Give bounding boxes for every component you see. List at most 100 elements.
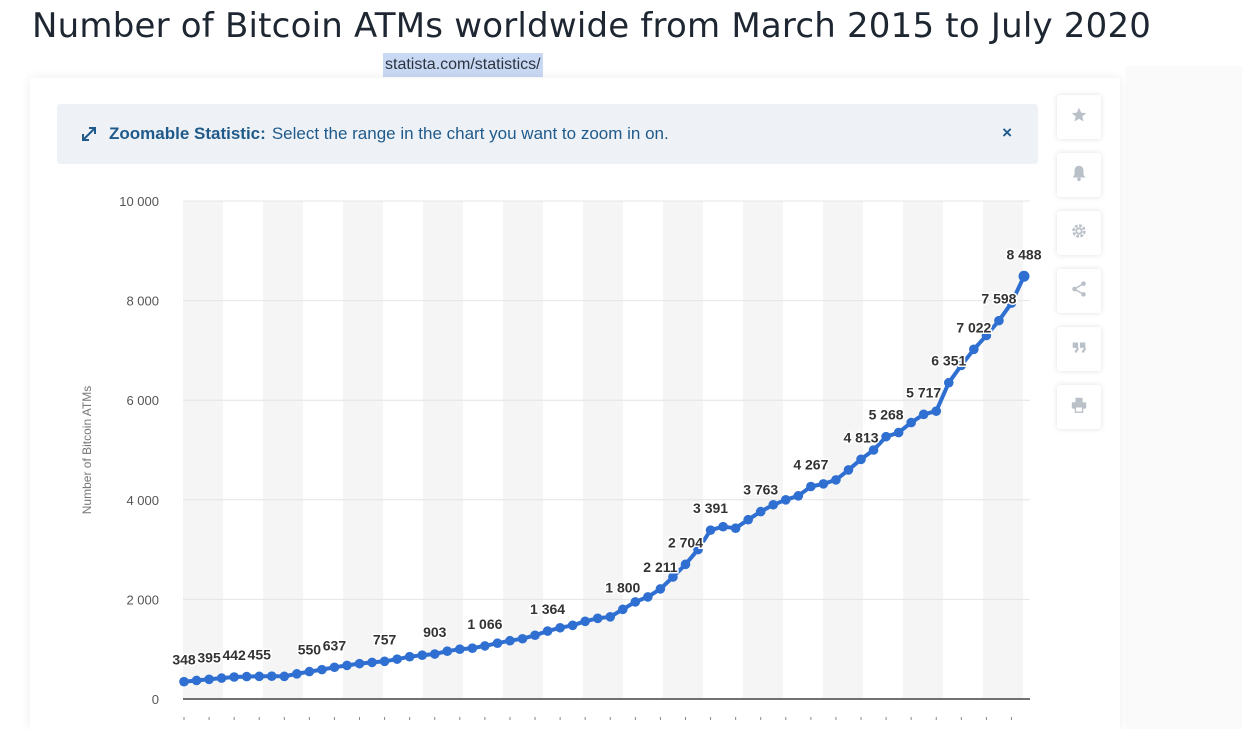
data-point (367, 657, 377, 668)
gear-icon (1070, 222, 1088, 245)
data-point (567, 620, 578, 631)
data-label: 455 (248, 646, 272, 662)
data-point (592, 613, 603, 624)
data-point (730, 523, 741, 533)
data-point (755, 506, 766, 517)
share-button[interactable] (1057, 269, 1101, 313)
data-point (680, 559, 691, 570)
data-label: 7 598 (981, 291, 1016, 307)
data-point (492, 638, 503, 649)
data-label: 2 211 (643, 559, 677, 575)
data-label: 2 704 (668, 534, 703, 550)
data-point (743, 514, 753, 525)
background-strip (1126, 66, 1242, 729)
data-label: 442 (222, 647, 246, 663)
data-point (956, 360, 967, 371)
data-label: 4 813 (843, 429, 878, 445)
data-label: 1 364 (530, 601, 565, 617)
data-point (893, 427, 904, 438)
data-point (831, 475, 841, 485)
data-label: 1 800 (605, 579, 640, 595)
data-label: 7 022 (956, 319, 991, 335)
page-title: Number of Bitcoin ATMs worldwide from Ma… (32, 6, 1152, 46)
chart-band (663, 201, 703, 699)
zoom-banner: Zoomable Statistic: Select the range in … (57, 104, 1038, 164)
data-point (718, 521, 728, 532)
y-axis-title: Number of Bitcoin ATMs (80, 386, 94, 514)
data-point (292, 669, 302, 679)
chart-band (583, 201, 623, 699)
data-point (655, 584, 666, 594)
data-point (304, 666, 315, 677)
data-point (1006, 298, 1017, 308)
data-point (806, 481, 816, 492)
data-point (580, 616, 590, 627)
close-banner-button[interactable]: × (1002, 123, 1012, 142)
data-point (229, 672, 239, 682)
data-point (843, 465, 854, 475)
data-point (1018, 270, 1030, 282)
data-point (216, 673, 227, 683)
print-button[interactable] (1057, 385, 1101, 429)
data-point (266, 671, 277, 681)
data-label: 550 (298, 642, 322, 658)
data-label: 8 488 (1006, 246, 1041, 262)
chart-band (503, 201, 543, 699)
data-point (943, 377, 954, 388)
data-label: 3 763 (743, 482, 778, 498)
y-tick-label: 4 000 (126, 493, 159, 508)
zoom-banner-text: Select the range in the chart you want t… (271, 124, 669, 143)
data-label: 757 (373, 631, 397, 647)
share-icon (1070, 280, 1088, 303)
data-point (317, 664, 327, 675)
data-point (969, 344, 979, 355)
expand-arrows-icon (79, 124, 99, 144)
favorite-button[interactable] (1057, 95, 1101, 139)
data-point (179, 676, 189, 687)
data-point (455, 644, 465, 654)
data-point (379, 656, 390, 667)
data-point (530, 630, 540, 641)
chart-band (423, 201, 463, 699)
data-point (542, 626, 553, 636)
data-point (204, 674, 214, 685)
data-point (417, 650, 428, 660)
chart-band (263, 201, 303, 699)
data-point (392, 654, 402, 664)
bell-icon (1070, 164, 1088, 187)
data-point (605, 612, 616, 622)
data-point (818, 479, 829, 489)
data-label: 6 351 (931, 353, 966, 369)
data-point (643, 592, 653, 602)
data-point (480, 641, 490, 651)
data-point (429, 649, 440, 659)
settings-button[interactable] (1057, 211, 1101, 255)
data-label: 1 066 (467, 616, 502, 632)
data-label: 5 717 (906, 384, 941, 400)
data-point (780, 495, 791, 505)
data-point (668, 572, 678, 582)
data-point (517, 633, 528, 644)
chart-band (983, 201, 1023, 699)
data-point (768, 499, 779, 510)
data-point (467, 643, 478, 654)
notification-button[interactable] (1057, 153, 1101, 197)
data-label: 637 (323, 637, 347, 653)
data-point (793, 491, 804, 501)
data-point (342, 660, 352, 671)
data-point (555, 622, 565, 633)
chart-band (743, 201, 783, 699)
data-label: 348 (172, 652, 196, 668)
data-point (881, 431, 891, 442)
source-url[interactable]: statista.com/statistics/ (383, 53, 543, 77)
cite-button[interactable] (1057, 327, 1101, 371)
star-icon (1070, 106, 1088, 129)
y-tick-label: 8 000 (126, 294, 159, 309)
data-point (505, 635, 515, 646)
y-tick-label: 10 000 (119, 194, 159, 209)
chart-band (903, 201, 943, 699)
data-point (868, 445, 879, 455)
data-point (931, 406, 942, 416)
data-point (191, 675, 202, 686)
